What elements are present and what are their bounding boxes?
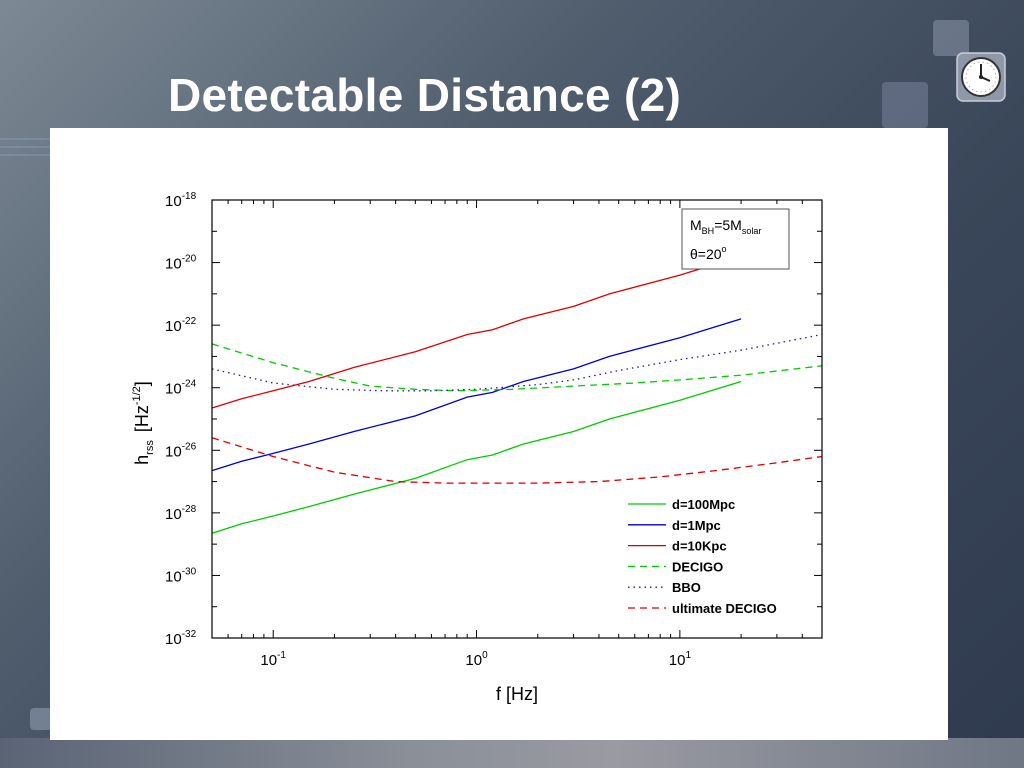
slide-title: Detectable Distance (2) [168, 69, 682, 121]
deco-square-2 [882, 82, 928, 128]
clock-icon [956, 52, 1006, 102]
annotation-line-2: θ=20o [690, 244, 727, 262]
annotation-line-1: MBH=5Msolar [690, 217, 761, 236]
legend: d=100Mpc d=1Mpc d=10Kpc DECIGO BBO ultimate D… [620, 491, 812, 617]
y-axis-label: hrss [Hz-1/2] [131, 381, 156, 465]
chart: 10-1 100 101 10-18 10-20 10-22 10-24 10-26 10-28… [131, 191, 823, 704]
annotation-box: MBH=5Msolar θ=20o [681, 208, 790, 270]
y-axis-label-unit: [Hz [132, 405, 152, 432]
series-line-3 [211, 343, 823, 392]
legend-background [620, 491, 812, 617]
x-axis-label: f [Hz] [496, 684, 538, 704]
y-tick-label: 10-22 [165, 316, 197, 335]
y-axis-label-unit-close: ] [132, 381, 152, 386]
legend-label-1: d=1Mpc [672, 518, 721, 533]
y-tick-label: 10-20 [165, 254, 197, 273]
series-line-1 [211, 318, 742, 472]
y-axis-label-sub: rss [144, 440, 156, 455]
y-axis-label-unit-sup: -1/2 [131, 386, 143, 405]
svg-text:hrss[Hz-1/2]: hrss [Hz-1/2] [131, 381, 156, 465]
legend-label-2: d=10Kpc [672, 539, 727, 554]
y-tick-label: 10-24 [165, 379, 197, 398]
series-line-5 [211, 437, 823, 484]
y-tick-label: 10-18 [165, 191, 197, 210]
chart-panel: 10-1 100 101 10-18 10-20 10-22 10-24 10-26 10-28… [50, 128, 948, 740]
y-tick-label: 10-26 [165, 441, 197, 460]
deco-square-3 [30, 708, 52, 730]
y-axis-label-base: h [132, 455, 152, 465]
deco-square-1 [933, 20, 969, 56]
y-tick-label: 10-32 [165, 629, 197, 648]
series-line-0 [211, 380, 742, 534]
deco-stripe [0, 138, 50, 140]
y-tick-label: 10-30 [165, 566, 197, 585]
y-tick-label: 10-28 [165, 504, 197, 523]
series-line-2 [211, 255, 742, 409]
bottom-band [0, 738, 1024, 768]
deco-stripe [0, 146, 50, 148]
legend-label-4: BBO [672, 580, 701, 595]
legend-label-5: ultimate DECIGO [672, 601, 777, 616]
x-tick-label: 101 [669, 650, 692, 669]
deco-stripe [0, 154, 50, 156]
x-tick-label: 10-1 [260, 650, 286, 669]
legend-label-0: d=100Mpc [672, 497, 735, 512]
series-line-4 [211, 333, 823, 392]
legend-label-3: DECIGO [672, 559, 723, 574]
x-tick-label: 100 [465, 650, 488, 669]
